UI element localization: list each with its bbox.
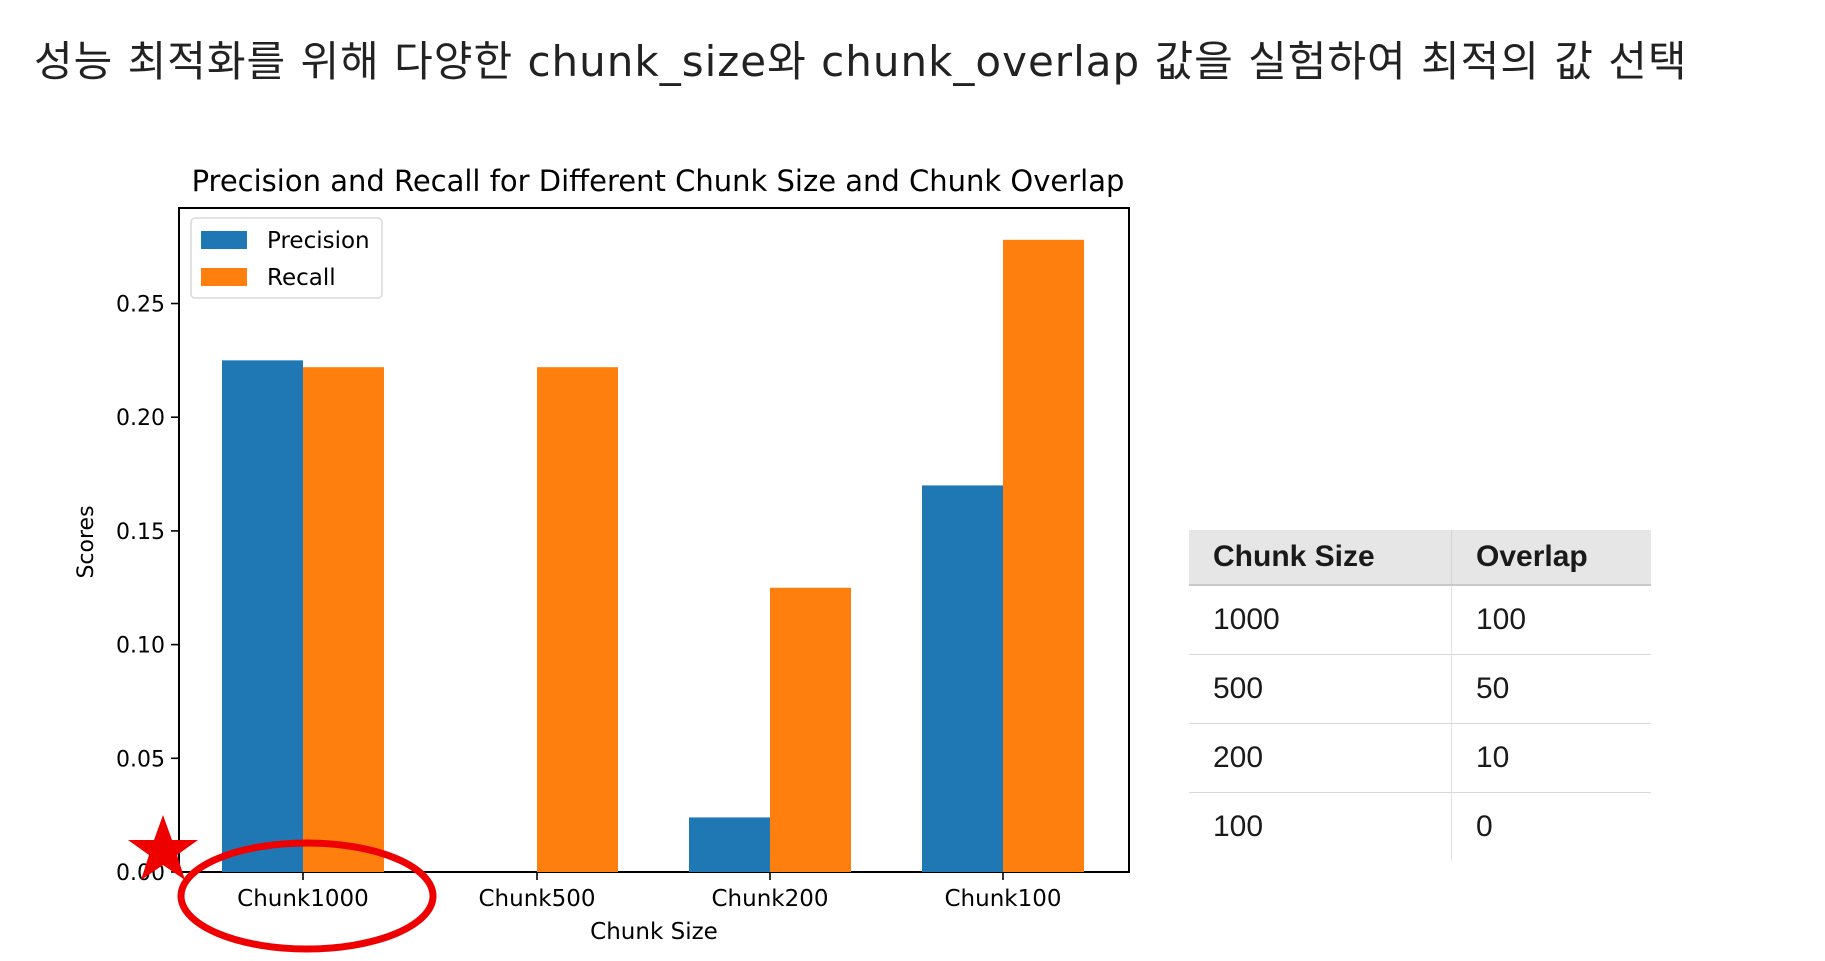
chart-legend: Precision Recall — [190, 217, 383, 299]
y-tick-label: 0.25 — [116, 293, 165, 318]
star-icon — [128, 815, 198, 880]
precision-bar-chunk1000 — [222, 360, 303, 872]
table-cell-overlap: 100 — [1451, 585, 1651, 655]
table-cell-overlap: 50 — [1451, 654, 1651, 724]
table-row: 100 0 — [1189, 792, 1651, 861]
y-axis-label: Scores — [74, 505, 99, 578]
x-axis: Chunk1000 Chunk500 Chunk200 Chunk100 — [237, 872, 1062, 912]
recall-bar-chunk500 — [537, 367, 618, 872]
recall-bar-chunk100 — [1003, 239, 1084, 872]
table-cell-chunk-size: 1000 — [1189, 585, 1452, 655]
recall-bar-chunk1000 — [303, 367, 384, 872]
y-tick-label: 0.10 — [116, 634, 165, 659]
table-row: 500 50 — [1189, 654, 1651, 724]
legend-swatch-recall — [201, 268, 247, 286]
table-cell-chunk-size: 500 — [1189, 654, 1452, 724]
table-cell-overlap: 10 — [1451, 723, 1651, 793]
legend-swatch-precision — [201, 231, 247, 249]
table-cell-chunk-size: 100 — [1189, 792, 1452, 861]
table-header-row: Chunk Size Overlap — [1189, 530, 1651, 586]
plot-area-frame — [178, 207, 1130, 873]
precision-bar-chunk200 — [689, 817, 770, 872]
y-axis: 0.000.050.100.150.200.25 — [116, 293, 179, 886]
x-axis-label: Chunk Size — [590, 919, 718, 945]
legend-label-precision: Precision — [267, 228, 370, 254]
column-header-chunk-size: Chunk Size — [1189, 530, 1452, 586]
x-tick-label: Chunk1000 — [237, 886, 369, 912]
y-tick-label: 0.05 — [116, 747, 165, 772]
table-cell-chunk-size: 200 — [1189, 723, 1452, 793]
x-tick-label: Chunk100 — [944, 886, 1061, 912]
x-tick-label: Chunk500 — [478, 886, 595, 912]
legend-label-recall: Recall — [267, 265, 336, 291]
table-cell-overlap: 0 — [1476, 810, 1493, 843]
precision-bar-chunk100 — [922, 485, 1003, 872]
page-heading: 성능 최적화를 위해 다양한 chunk_size와 chunk_overlap… — [34, 37, 1688, 86]
table-row: 1000 100 — [1189, 585, 1651, 655]
bars-group — [222, 239, 1084, 872]
recall-bar-chunk200 — [770, 587, 851, 872]
highlight-ellipse — [177, 839, 437, 953]
y-tick-label: 0.15 — [116, 520, 165, 545]
chart-title: Precision and Recall for Different Chunk… — [192, 164, 1125, 198]
x-tick-label: Chunk200 — [711, 886, 828, 912]
chunk-settings-table: Chunk Size Overlap 1000 100 500 50 200 1… — [1189, 530, 1651, 861]
column-header-overlap: Overlap — [1451, 530, 1651, 586]
table-row: 200 10 — [1189, 723, 1651, 793]
y-tick-label: 0.20 — [116, 406, 165, 431]
